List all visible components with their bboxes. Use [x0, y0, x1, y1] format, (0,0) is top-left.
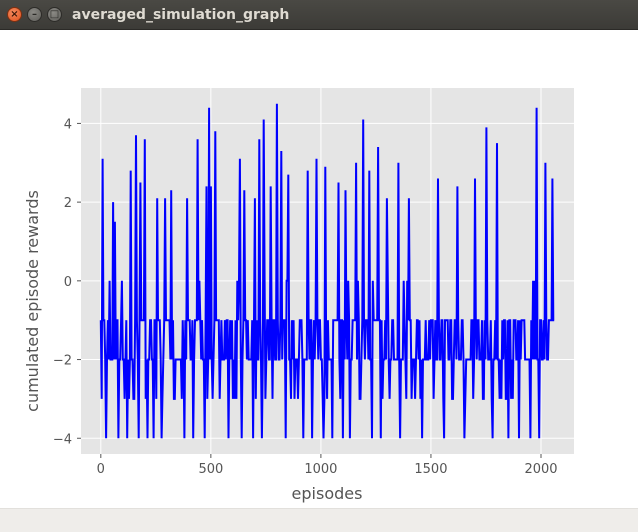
x-tick-label: 1500: [414, 462, 447, 477]
minimize-icon[interactable]: –: [27, 7, 42, 22]
line-chart: 0 500 1000 1500 2000 −4 −2 0 2 4 episodes cumula…: [23, 88, 574, 503]
y-tick-label: 0: [64, 275, 72, 290]
figure-canvas: 0 500 1000 1500 2000 −4 −2 0 2 4 episodes cumula…: [0, 30, 638, 508]
rewards-series-path: [99, 103, 555, 439]
x-tick-label: 0: [97, 462, 105, 477]
y-tick-label: 2: [64, 196, 72, 211]
x-axis-label: episodes: [292, 484, 363, 503]
window-title: averaged_simulation_graph: [72, 7, 290, 23]
y-axis: −4 −2 0 2 4: [53, 117, 81, 447]
title-bar[interactable]: × – □ averaged_simulation_graph: [0, 0, 638, 30]
x-tick-label: 500: [198, 462, 223, 477]
y-axis-label: cumulated episode rewards: [23, 190, 42, 412]
x-tick-label: 1000: [304, 462, 337, 477]
close-icon[interactable]: ×: [7, 7, 22, 22]
plot-area: [81, 88, 574, 454]
status-bar: [0, 508, 638, 532]
y-tick-label: −4: [53, 432, 72, 447]
series-line: [99, 103, 555, 439]
maximize-icon[interactable]: □: [47, 7, 62, 22]
x-axis: 0 500 1000 1500 2000: [97, 454, 558, 477]
y-tick-label: 4: [64, 117, 72, 132]
y-tick-label: −2: [53, 354, 72, 369]
x-tick-label: 2000: [524, 462, 557, 477]
